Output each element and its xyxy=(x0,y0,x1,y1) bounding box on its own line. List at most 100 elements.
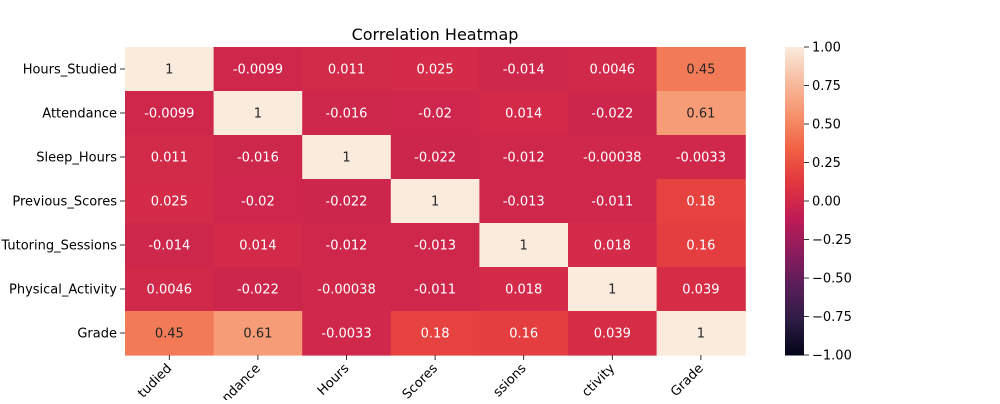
colorbar-segment xyxy=(785,321,804,325)
colorbar-segment xyxy=(785,224,804,228)
colorbar-segment xyxy=(785,349,804,353)
colorbar-tick-label: −1.00 xyxy=(812,349,852,364)
cell-value-label: 0.61 xyxy=(243,327,272,342)
colorbar-segment xyxy=(785,75,804,79)
heatmap-cell xyxy=(656,135,746,180)
cell-value-label: -0.022 xyxy=(237,283,279,298)
heatmap-cell xyxy=(656,91,746,136)
colorbar-segment xyxy=(785,141,804,146)
colorbar-segment xyxy=(785,231,804,235)
colorbar-segment xyxy=(785,206,804,210)
y-tick-label: Grade xyxy=(77,327,117,342)
colorbar-segment xyxy=(785,278,804,282)
heatmap-cell xyxy=(125,91,215,136)
colorbar-segment xyxy=(785,221,804,225)
y-tick-label: Hours_Studied xyxy=(23,63,117,78)
colorbar-segment xyxy=(785,108,804,112)
colorbar-segment xyxy=(785,311,804,315)
cell-value-label: 0.61 xyxy=(686,107,715,122)
cell-value-label: 1 xyxy=(608,283,616,298)
cell-value-label: 1 xyxy=(520,239,528,254)
colorbar-segment xyxy=(785,229,804,233)
cell-value-label: -0.022 xyxy=(414,151,456,166)
colorbar-tick-label: −0.75 xyxy=(812,310,852,325)
colorbar-segment xyxy=(785,62,804,66)
heatmap-cell xyxy=(568,267,658,312)
cell-value-label: 0.0046 xyxy=(590,63,636,78)
colorbar: 1.00 0.75 0.50 0.25 0.00 −0.25 −0.50 −0.75 −1.00 xyxy=(785,41,852,364)
cell-value-label: 0.039 xyxy=(682,283,719,298)
colorbar-segment xyxy=(785,208,804,212)
colorbar-segment xyxy=(785,103,804,107)
x-tick-label: ctivity xyxy=(579,361,618,400)
colorbar-segment xyxy=(785,67,804,71)
cell-value-label: -0.014 xyxy=(148,239,190,254)
colorbar-segment xyxy=(785,203,804,207)
colorbar-segment xyxy=(785,185,804,189)
colorbar-segment xyxy=(785,313,804,317)
colorbar-segment xyxy=(785,188,804,192)
y-tick-label: Previous_Scores xyxy=(12,195,117,210)
colorbar-segment xyxy=(785,149,804,153)
heatmap-cell xyxy=(479,267,569,312)
x-tick-label: Scores xyxy=(400,361,441,400)
colorbar-tick-label: 0.50 xyxy=(812,118,841,133)
colorbar-segment xyxy=(785,236,804,240)
heatmap-cell xyxy=(302,223,392,268)
heatmap-cell xyxy=(213,47,303,92)
colorbar-segment xyxy=(785,298,804,302)
colorbar-segment xyxy=(785,254,804,258)
colorbar-tick-label: 0.75 xyxy=(812,79,841,94)
cell-value-label: -0.02 xyxy=(418,107,452,122)
cell-value-label: -0.0033 xyxy=(321,327,371,342)
colorbar-segment xyxy=(785,257,804,261)
colorbar-segment xyxy=(785,334,804,338)
colorbar-segment xyxy=(785,326,804,330)
heatmap-cell xyxy=(125,135,215,180)
heatmap-cell xyxy=(125,47,215,92)
heatmap-cell xyxy=(479,311,569,356)
x-tick-label: ssions xyxy=(491,361,530,400)
colorbar-segment xyxy=(785,285,804,289)
cell-value-label: 0.45 xyxy=(155,327,184,342)
heatmap-cell xyxy=(656,47,746,92)
y-tick-label: Physical_Activity xyxy=(9,283,117,298)
cell-value-label: 0.16 xyxy=(686,239,715,254)
heatmap-cell xyxy=(125,179,215,224)
colorbar-segment xyxy=(785,262,804,266)
colorbar-segment xyxy=(785,147,804,151)
cell-value-label: 0.18 xyxy=(686,195,715,210)
cell-value-label: -0.00038 xyxy=(583,151,641,166)
colorbar-segment xyxy=(785,308,804,312)
heatmap-cell xyxy=(213,311,303,356)
colorbar-segment xyxy=(785,77,804,81)
colorbar-segment xyxy=(785,234,804,238)
colorbar-segment xyxy=(785,139,804,143)
cell-value-label: -0.016 xyxy=(326,107,368,122)
cell-value-label: 0.018 xyxy=(594,239,631,254)
cell-value-label: -0.011 xyxy=(414,283,456,298)
colorbar-segment xyxy=(785,247,804,251)
heatmap-cell xyxy=(656,267,746,312)
colorbar-segment xyxy=(785,265,804,269)
cell-value-label: -0.016 xyxy=(237,151,279,166)
colorbar-segment xyxy=(785,316,804,320)
colorbar-segment xyxy=(785,100,804,104)
colorbar-segment xyxy=(785,157,804,161)
cell-value-label: 0.014 xyxy=(505,107,542,122)
colorbar-segment xyxy=(785,152,804,156)
colorbar-segment xyxy=(785,144,804,148)
heatmap-cell xyxy=(213,135,303,180)
colorbar-segment xyxy=(785,177,804,181)
cell-value-label: -0.0033 xyxy=(676,151,726,166)
colorbar-segment xyxy=(785,121,804,125)
colorbar-segment xyxy=(785,198,804,202)
colorbar-segment xyxy=(785,344,804,348)
colorbar-segment xyxy=(785,116,804,120)
heatmap-cell xyxy=(479,223,569,268)
colorbar-segment xyxy=(785,47,804,51)
colorbar-segment xyxy=(785,267,804,271)
colorbar-segment xyxy=(785,70,804,74)
colorbar-segment xyxy=(785,180,804,184)
